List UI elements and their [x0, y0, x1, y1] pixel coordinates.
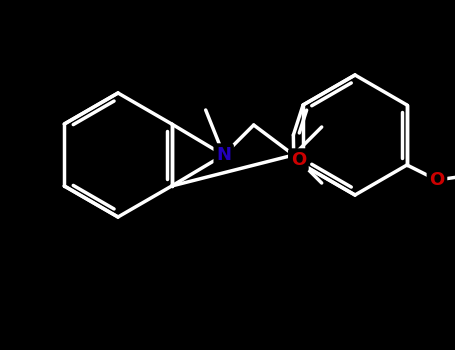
Text: O: O: [430, 171, 445, 189]
Text: O: O: [291, 151, 306, 169]
Text: N: N: [216, 146, 231, 164]
